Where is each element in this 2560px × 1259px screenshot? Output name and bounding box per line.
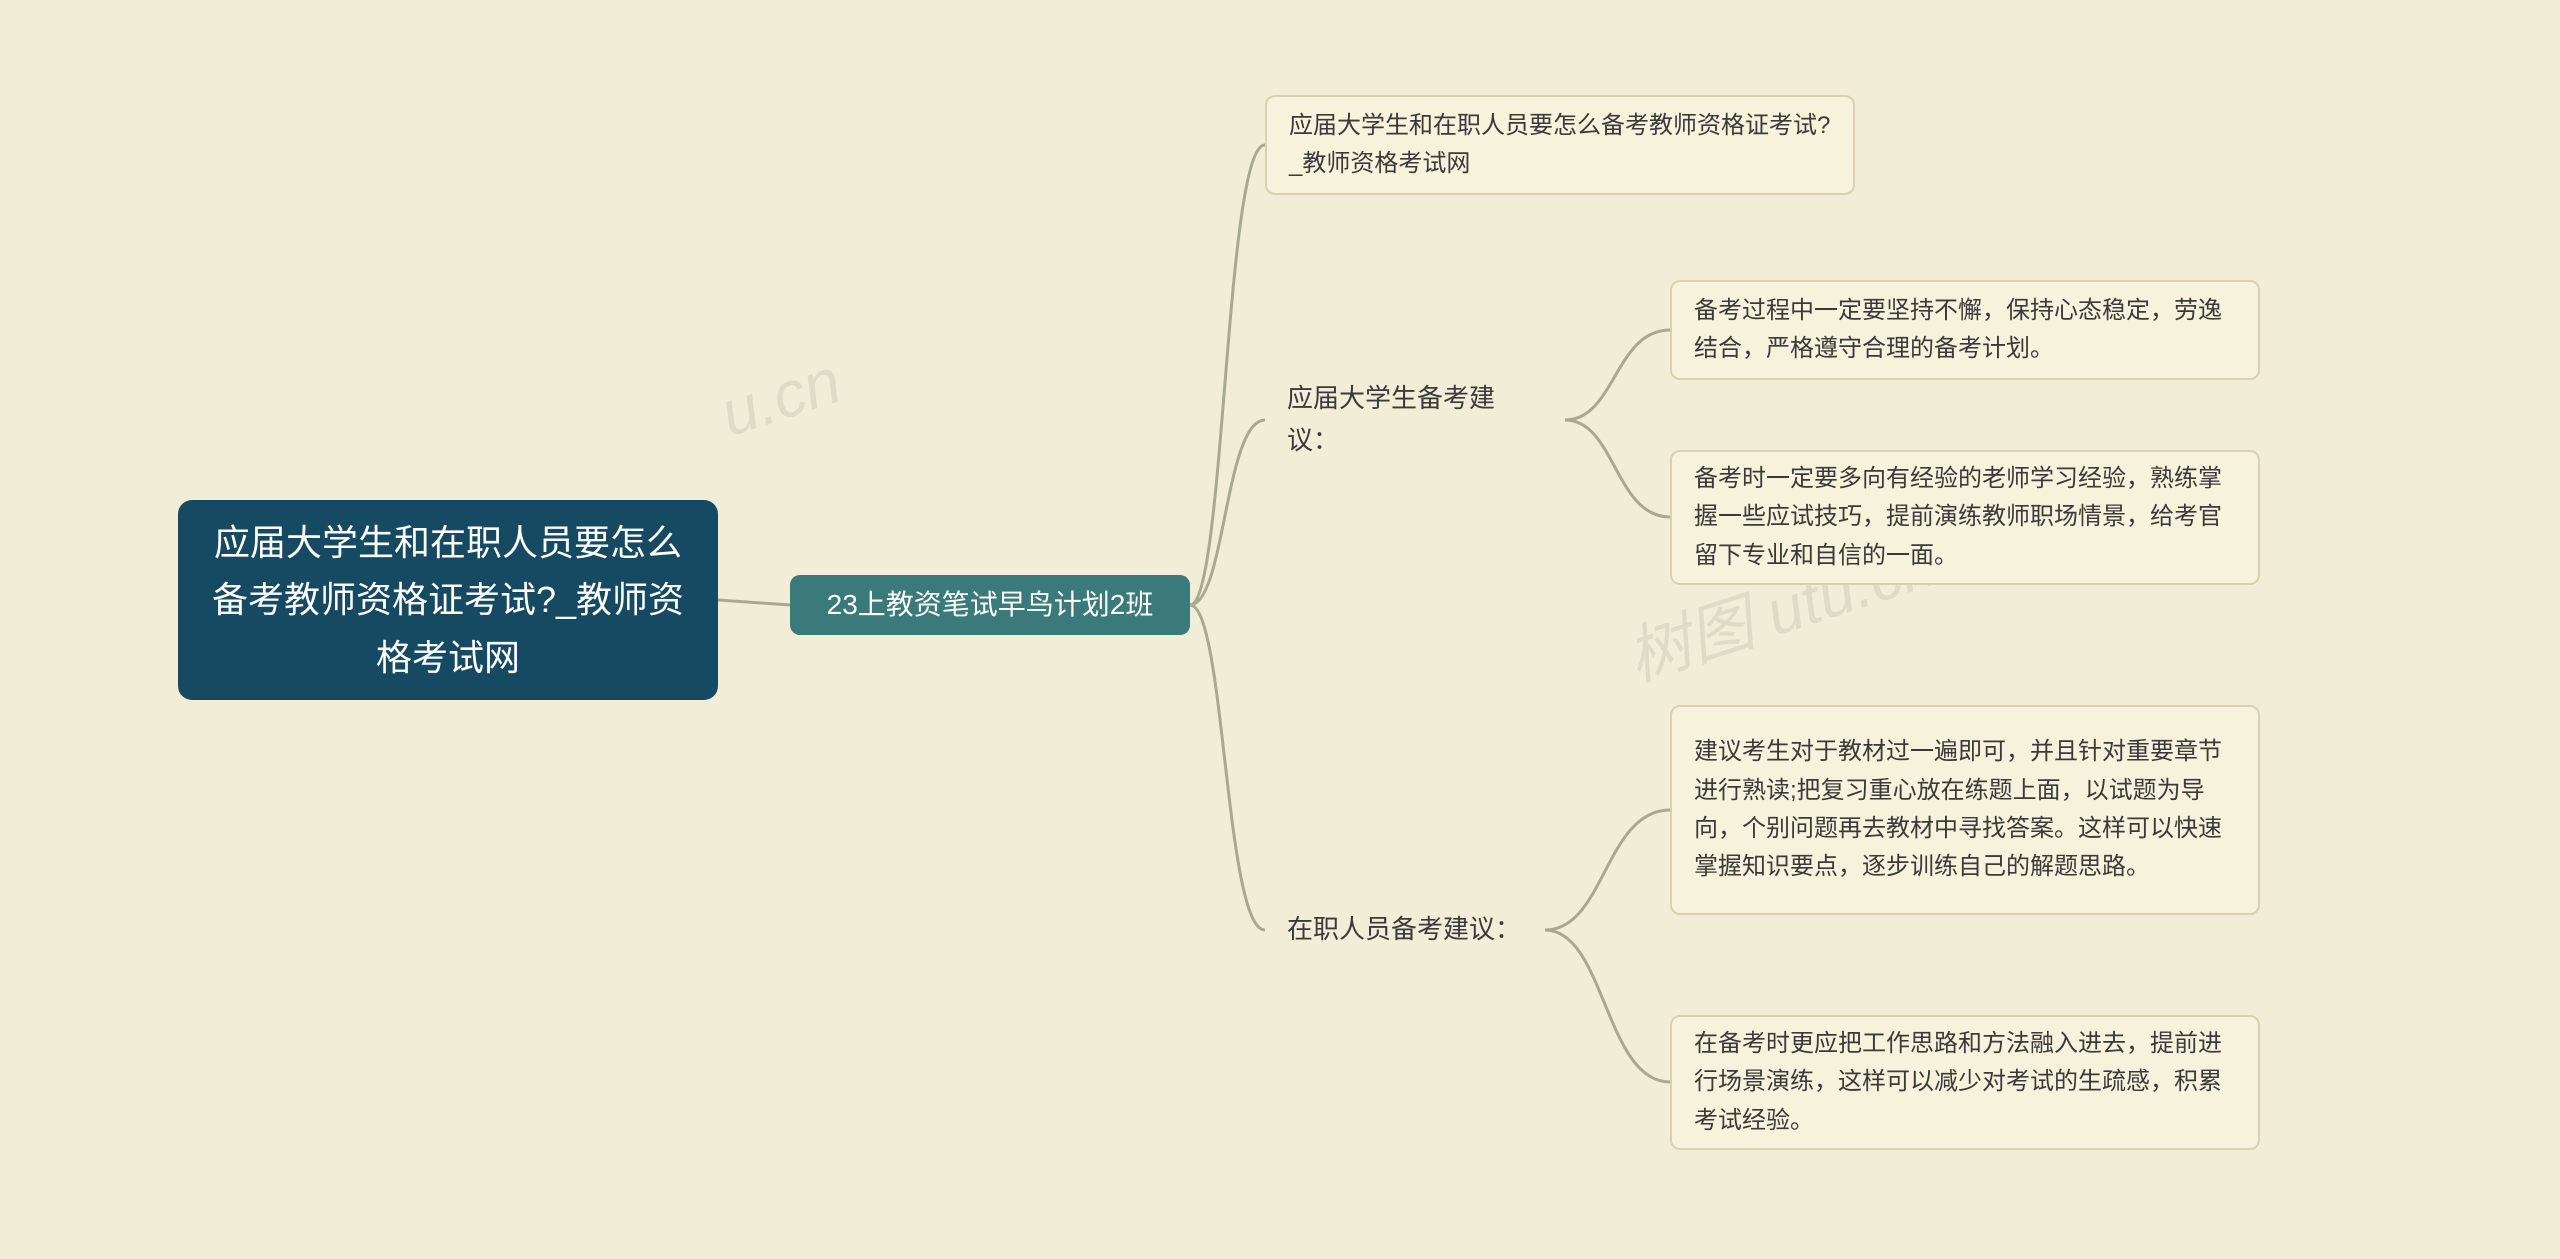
- level1-text: 23上教资笔试早鸟计划2班: [827, 583, 1154, 628]
- branch-bot-child-0-text: 建议考生对于教材过一遍即可，并且针对重要章节进行熟读;把复习重心放在练题上面，以…: [1694, 733, 2236, 887]
- branch-bot-label-text: 在职人员备考建议：: [1287, 909, 1521, 951]
- root-node[interactable]: 应届大学生和在职人员要怎么备考教师资格证考试?_教师资格考试网: [178, 500, 718, 700]
- watermark-1: u.cn: [712, 343, 850, 451]
- branch-mid-label[interactable]: 应届大学生备考建议：: [1265, 395, 1565, 445]
- branch-mid-child-1-text: 备考时一定要多向有经验的老师学习经验，熟练掌握一些应试技巧，提前演练教师职场情景…: [1694, 460, 2236, 575]
- branch-bot-label[interactable]: 在职人员备考建议：: [1265, 905, 1545, 955]
- branch-top-leaf[interactable]: 应届大学生和在职人员要怎么备考教师资格证考试?_教师资格考试网: [1265, 95, 1855, 195]
- branch-bot-child-0[interactable]: 建议考生对于教材过一遍即可，并且针对重要章节进行熟读;把复习重心放在练题上面，以…: [1670, 705, 2260, 915]
- branch-top-text: 应届大学生和在职人员要怎么备考教师资格证考试?_教师资格考试网: [1289, 107, 1831, 184]
- branch-mid-child-0[interactable]: 备考过程中一定要坚持不懈，保持心态稳定，劳逸结合，严格遵守合理的备考计划。: [1670, 280, 2260, 380]
- branch-mid-child-1[interactable]: 备考时一定要多向有经验的老师学习经验，熟练掌握一些应试技巧，提前演练教师职场情景…: [1670, 450, 2260, 585]
- branch-bot-child-1-text: 在备考时更应把工作思路和方法融入进去，提前进行场景演练，这样可以减少对考试的生疏…: [1694, 1025, 2236, 1140]
- branch-mid-child-0-text: 备考过程中一定要坚持不懈，保持心态稳定，劳逸结合，严格遵守合理的备考计划。: [1694, 292, 2236, 369]
- root-text: 应届大学生和在职人员要怎么备考教师资格证考试?_教师资格考试网: [200, 514, 696, 687]
- branch-mid-label-text: 应届大学生备考建议：: [1287, 378, 1543, 461]
- level1-node[interactable]: 23上教资笔试早鸟计划2班: [790, 575, 1190, 635]
- branch-bot-child-1[interactable]: 在备考时更应把工作思路和方法融入进去，提前进行场景演练，这样可以减少对考试的生疏…: [1670, 1015, 2260, 1150]
